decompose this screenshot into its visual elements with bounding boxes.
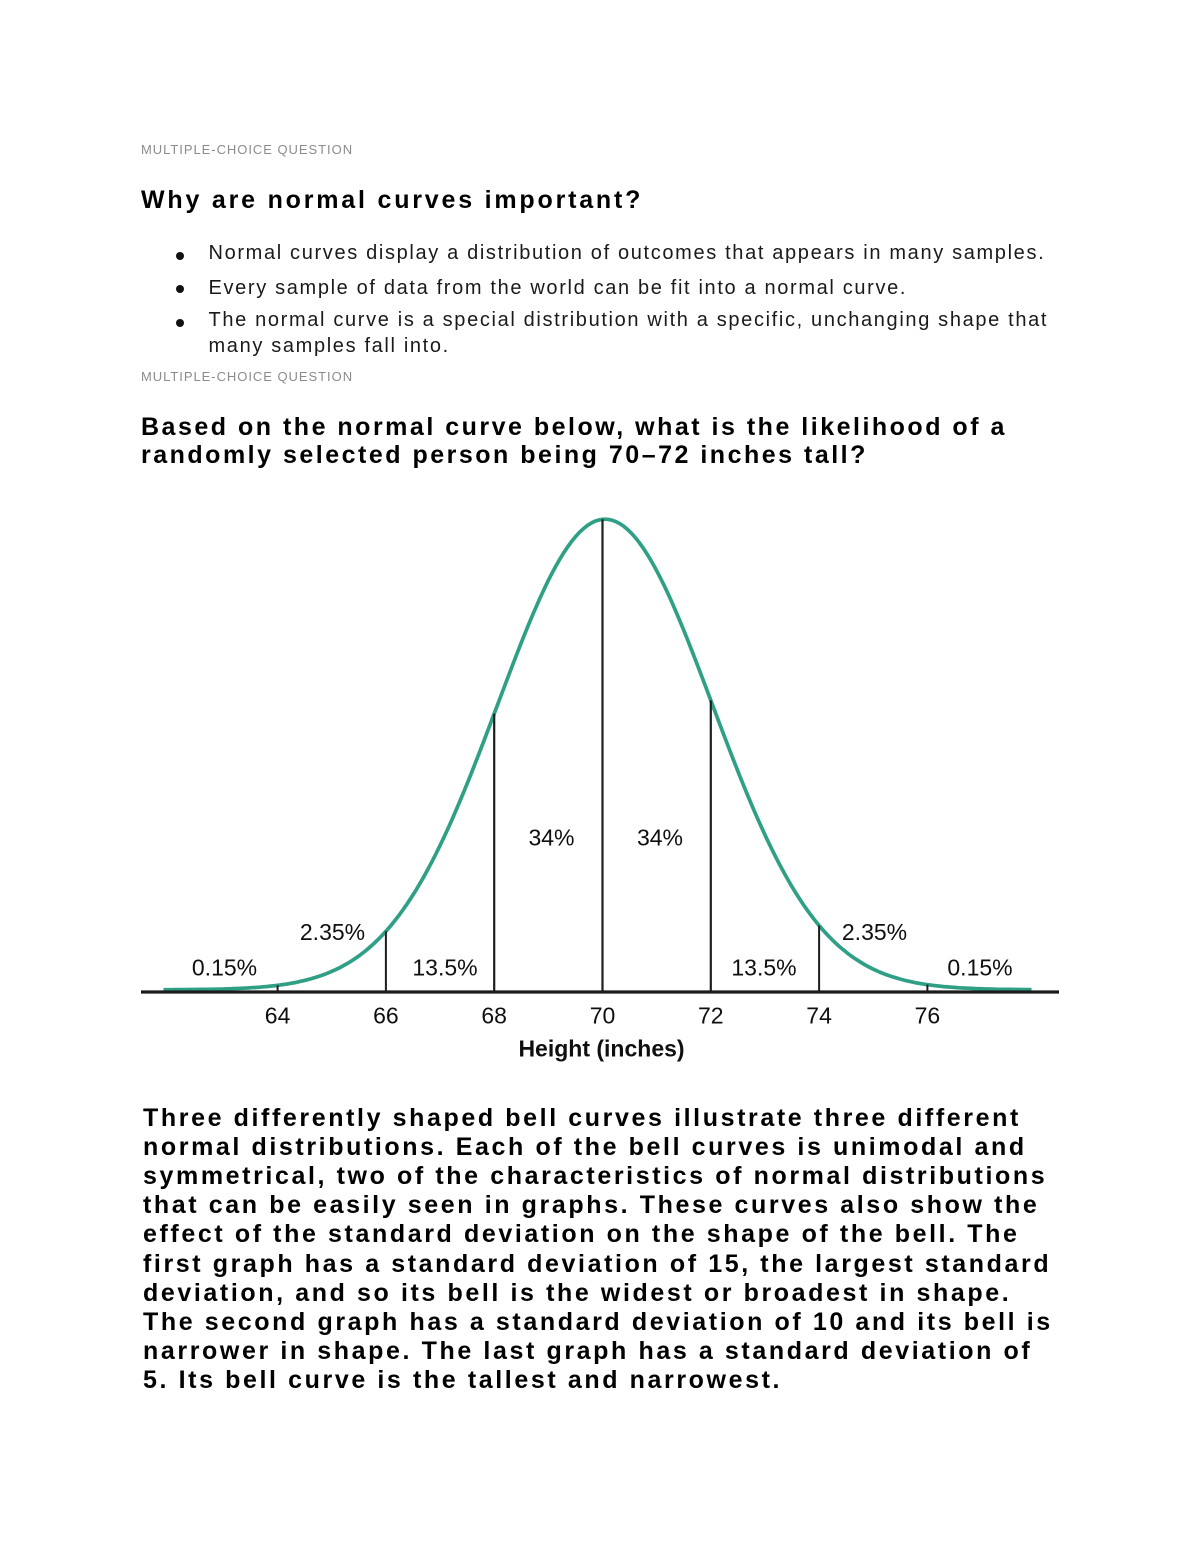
svg-text:Height (inches): Height (inches) [518,1036,684,1062]
svg-text:70: 70 [590,1003,616,1029]
svg-text:34%: 34% [528,825,574,851]
svg-text:0.15%: 0.15% [947,955,1012,981]
svg-text:13.5%: 13.5% [412,955,477,981]
svg-text:72: 72 [698,1003,724,1029]
svg-text:34%: 34% [637,825,683,851]
svg-text:2.35%: 2.35% [300,919,365,945]
svg-text:2.35%: 2.35% [842,919,907,945]
svg-text:68: 68 [481,1003,507,1029]
svg-text:66: 66 [373,1003,399,1029]
svg-text:76: 76 [915,1003,941,1029]
svg-text:13.5%: 13.5% [731,955,796,981]
svg-text:74: 74 [806,1003,832,1029]
svg-text:0.15%: 0.15% [192,955,257,981]
svg-text:64: 64 [265,1003,291,1029]
